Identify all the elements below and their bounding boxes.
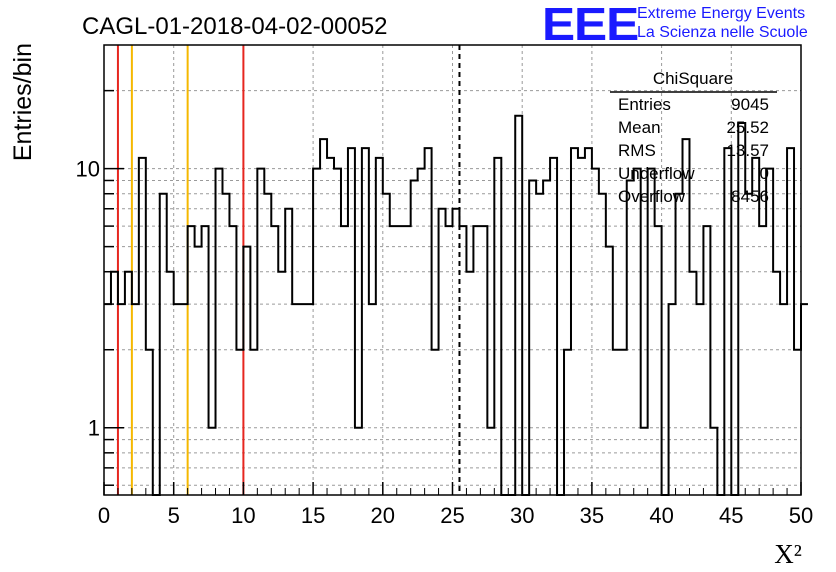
- stats-label-rms: RMS: [618, 141, 656, 160]
- y-tick-label: 1: [88, 416, 100, 441]
- stats-label-entries: Entries: [618, 95, 671, 114]
- stats-value-underflow: 0: [760, 164, 769, 183]
- x-tick-label: 50: [789, 503, 813, 528]
- stats-label-underflow: Underflow: [618, 164, 695, 183]
- x-tick-label: 25: [440, 503, 464, 528]
- x-tick-label: 40: [649, 503, 673, 528]
- x-axis-label: X²: [774, 539, 802, 569]
- x-tick-label: 45: [719, 503, 743, 528]
- stats-label-mean: Mean: [618, 118, 661, 137]
- logo-line-1: Extreme Energy Events: [637, 5, 806, 22]
- y-axis-label: Entries/bin: [9, 43, 37, 161]
- eee-logo: EEE: [542, 0, 639, 50]
- x-tick-label: 30: [510, 503, 534, 528]
- y-tick-label: 10: [76, 157, 100, 182]
- x-tick-label: 0: [98, 503, 110, 528]
- x-tick-label: 10: [231, 503, 255, 528]
- axis-ticks: 0 5 10 15 20 25 30 35 40 45 50 1 10: [76, 89, 813, 528]
- stats-value-overflow: 8456: [731, 187, 769, 206]
- chart-title: CAGL-01-2018-04-02-00052: [82, 13, 388, 40]
- logo-line-2: La Scienza nelle Scuole: [637, 24, 808, 41]
- x-tick-label: 15: [301, 503, 325, 528]
- stats-name: ChiSquare: [653, 69, 733, 88]
- histogram-series: [104, 114, 808, 496]
- stats-label-overflow: Overflow: [618, 187, 686, 206]
- reference-lines: [116, 45, 461, 495]
- x-tick-label: 5: [168, 503, 180, 528]
- x-tick-label: 20: [371, 503, 395, 528]
- stats-value-entries: 9045: [731, 95, 769, 114]
- stats-value-rms: 13.57: [726, 141, 769, 160]
- x-tick-label: 35: [580, 503, 604, 528]
- stats-box: ChiSquare Entries 9045 Mean 25.52 RMS 13…: [610, 69, 777, 206]
- stats-value-mean: 25.52: [726, 118, 769, 137]
